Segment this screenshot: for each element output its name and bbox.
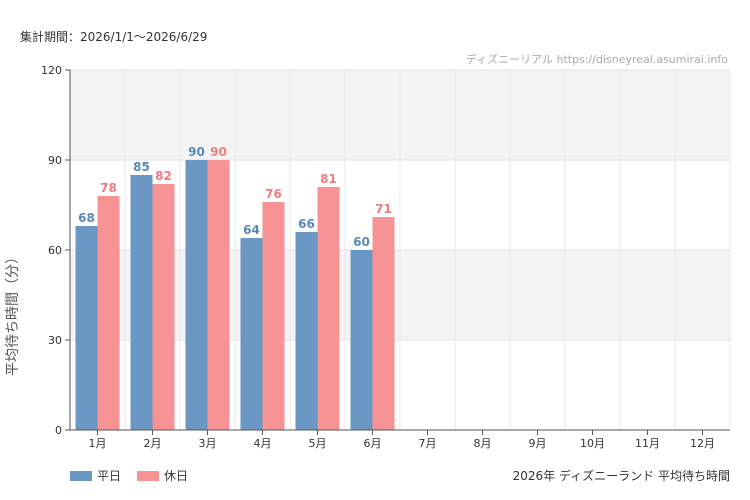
source-credit: ディズニーリアル https://disneyreal.asumirai.inf…	[465, 53, 728, 66]
data-label-holiday: 71	[375, 202, 392, 216]
data-label-holiday: 82	[155, 169, 172, 183]
bar-weekday	[75, 226, 98, 430]
x-tick-label: 4月	[254, 437, 272, 450]
legend-swatch-holiday	[137, 470, 160, 481]
period-label: 集計期間：2026/1/1～2026/6/29	[20, 30, 208, 44]
legend-item-weekday: 平日	[70, 467, 121, 484]
legend: 平日 休日	[70, 467, 188, 484]
bar-holiday	[207, 160, 230, 430]
x-tick-label: 1月	[89, 437, 107, 450]
data-label-holiday: 81	[320, 172, 337, 186]
x-tick-label: 3月	[199, 437, 217, 450]
legend-label-weekday: 平日	[97, 469, 122, 483]
data-label-holiday: 78	[100, 181, 117, 195]
bar-holiday	[152, 184, 175, 430]
y-tick-label: 30	[48, 334, 62, 347]
x-tick-label: 6月	[364, 437, 382, 450]
bar-weekday	[185, 160, 208, 430]
data-label-holiday: 76	[265, 187, 282, 201]
x-tick-label: 12月	[690, 437, 715, 450]
data-label-weekday: 85	[133, 160, 150, 174]
x-tick-label: 5月	[309, 437, 327, 450]
bar-weekday	[350, 250, 373, 430]
bar-holiday	[372, 217, 395, 430]
legend-item-holiday: 休日	[137, 467, 188, 484]
x-tick-label: 8月	[474, 437, 492, 450]
data-label-weekday: 64	[243, 223, 260, 237]
legend-swatch-weekday	[70, 470, 92, 481]
bar-weekday	[295, 232, 318, 430]
x-tick-label: 10月	[580, 437, 605, 450]
x-tick-label: 11月	[635, 437, 660, 450]
x-tick-label: 9月	[529, 437, 547, 450]
x-tick-label: 2月	[144, 437, 162, 450]
data-label-weekday: 68	[78, 211, 95, 225]
y-tick-label: 90	[48, 154, 62, 167]
data-label-weekday: 60	[353, 235, 370, 249]
data-label-weekday: 66	[298, 217, 315, 231]
bar-holiday	[97, 196, 120, 430]
bar-weekday	[240, 238, 263, 430]
x-tick-label: 7月	[419, 437, 437, 450]
y-tick-label: 0	[55, 424, 62, 437]
data-label-holiday: 90	[210, 145, 227, 159]
bar-holiday	[262, 202, 285, 430]
legend-label-holiday: 休日	[164, 469, 189, 483]
data-label-weekday: 90	[188, 145, 205, 159]
bar-holiday	[317, 187, 340, 430]
y-tick-label: 120	[41, 64, 62, 77]
bar-weekday	[130, 175, 153, 430]
chart-caption: 2026年 ディズニーランド 平均待ち時間	[512, 469, 730, 483]
y-tick-label: 60	[48, 244, 62, 257]
